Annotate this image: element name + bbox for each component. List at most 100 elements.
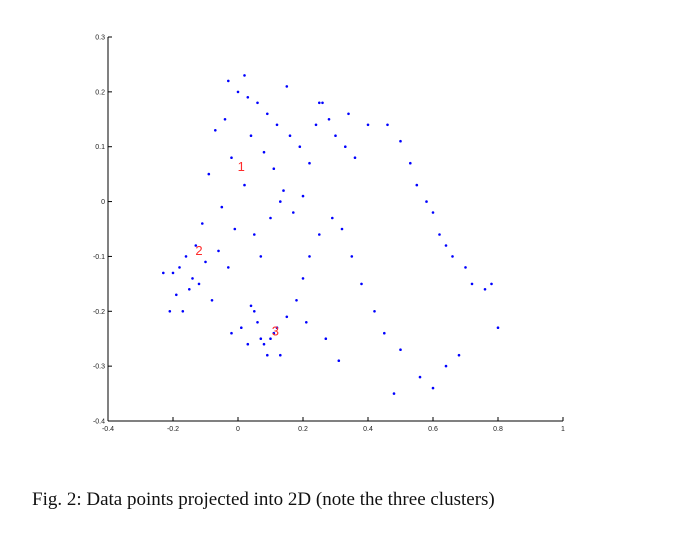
data-point xyxy=(181,310,185,313)
data-point xyxy=(246,342,250,346)
cluster-label-3: 3 xyxy=(272,323,279,338)
data-point xyxy=(279,353,282,357)
data-point xyxy=(457,353,461,357)
data-point xyxy=(249,304,253,308)
data-point xyxy=(308,255,311,258)
data-point xyxy=(451,255,454,258)
x-tick-label: 0.6 xyxy=(428,426,438,433)
data-point xyxy=(470,282,474,286)
data-point xyxy=(334,134,337,137)
data-point xyxy=(194,244,198,247)
data-point xyxy=(285,85,289,88)
y-tick-label: 0.2 xyxy=(95,89,105,96)
data-point xyxy=(201,222,204,225)
data-point xyxy=(350,255,354,258)
data-point xyxy=(373,310,376,313)
data-point xyxy=(292,211,295,214)
data-point xyxy=(197,282,201,286)
data-point xyxy=(236,90,240,94)
data-point xyxy=(409,161,412,165)
x-ticks: -0.4 -0.2 0 0.2 0.4 0.6 0.8 1 xyxy=(102,417,565,433)
cluster-labels: 1 2 3 xyxy=(195,159,279,339)
data-points xyxy=(162,74,500,395)
data-point xyxy=(295,299,298,302)
data-point xyxy=(178,266,181,269)
data-point xyxy=(262,342,266,346)
data-point xyxy=(483,288,487,291)
data-point xyxy=(308,161,311,165)
data-point xyxy=(262,150,266,154)
data-point xyxy=(431,386,435,390)
data-point xyxy=(431,211,435,214)
data-point xyxy=(243,183,246,187)
x-tick-label: 0.4 xyxy=(363,426,373,433)
x-tick-label: 0 xyxy=(236,426,240,433)
data-point xyxy=(392,392,396,395)
data-point xyxy=(444,244,448,247)
data-point xyxy=(259,337,263,341)
data-point xyxy=(266,353,269,357)
data-point xyxy=(282,189,285,192)
data-point xyxy=(253,233,256,236)
data-point xyxy=(269,216,272,220)
data-point xyxy=(243,74,246,77)
data-point xyxy=(383,331,386,335)
y-tick-label: -0.1 xyxy=(93,254,105,261)
data-point xyxy=(207,172,211,176)
data-point xyxy=(360,282,363,286)
data-point xyxy=(331,216,334,220)
data-point xyxy=(418,375,422,379)
data-point xyxy=(366,123,370,127)
y-tick-label: 0.3 xyxy=(95,35,105,42)
data-point xyxy=(314,123,318,127)
data-point xyxy=(327,118,331,121)
x-tick-label: 1 xyxy=(561,426,565,433)
data-point xyxy=(191,277,194,280)
data-point xyxy=(269,337,272,341)
data-point xyxy=(464,266,467,269)
data-point xyxy=(353,156,357,159)
data-point xyxy=(184,255,188,258)
data-point xyxy=(272,331,276,335)
data-point xyxy=(415,183,419,187)
data-point xyxy=(305,321,308,324)
data-point xyxy=(217,249,220,253)
y-tick-label: 0.1 xyxy=(95,144,105,151)
data-point xyxy=(275,326,279,330)
x-tick-label: 0.8 xyxy=(493,426,503,433)
data-point xyxy=(233,227,237,231)
data-point xyxy=(425,200,428,203)
data-point xyxy=(240,326,243,330)
data-point xyxy=(168,310,172,313)
data-point xyxy=(347,112,350,116)
data-point xyxy=(324,337,328,341)
y-ticks: -0.4 -0.3 -0.2 -0.1 0 0.1 0.2 0.3 xyxy=(93,35,112,426)
data-point xyxy=(337,359,341,363)
data-point xyxy=(438,233,441,236)
data-point xyxy=(223,118,227,121)
y-tick-label: -0.2 xyxy=(93,309,105,316)
data-point xyxy=(210,299,214,302)
data-point xyxy=(386,123,389,127)
data-point xyxy=(272,167,276,170)
data-point xyxy=(230,156,233,159)
data-point xyxy=(259,255,263,258)
data-point xyxy=(340,227,344,231)
data-point xyxy=(227,266,230,269)
data-point xyxy=(214,129,217,132)
data-point xyxy=(298,145,302,148)
data-point xyxy=(318,233,321,236)
axes xyxy=(107,37,563,422)
x-tick-label: 0.2 xyxy=(298,426,308,433)
data-point xyxy=(399,348,402,352)
data-point xyxy=(175,293,178,297)
data-point xyxy=(279,200,282,203)
data-point xyxy=(285,315,289,319)
scatter-plot: -0.4 -0.2 0 0.2 0.4 0.6 0.8 1 -0.4 -0.3 -0.2 -0.1 0… xyxy=(93,35,565,434)
x-tick-label: -0.4 xyxy=(102,426,114,433)
data-point xyxy=(266,112,269,116)
data-point xyxy=(490,282,493,286)
data-point xyxy=(399,139,402,143)
data-point xyxy=(275,123,279,127)
y-tick-label: 0 xyxy=(101,199,105,206)
